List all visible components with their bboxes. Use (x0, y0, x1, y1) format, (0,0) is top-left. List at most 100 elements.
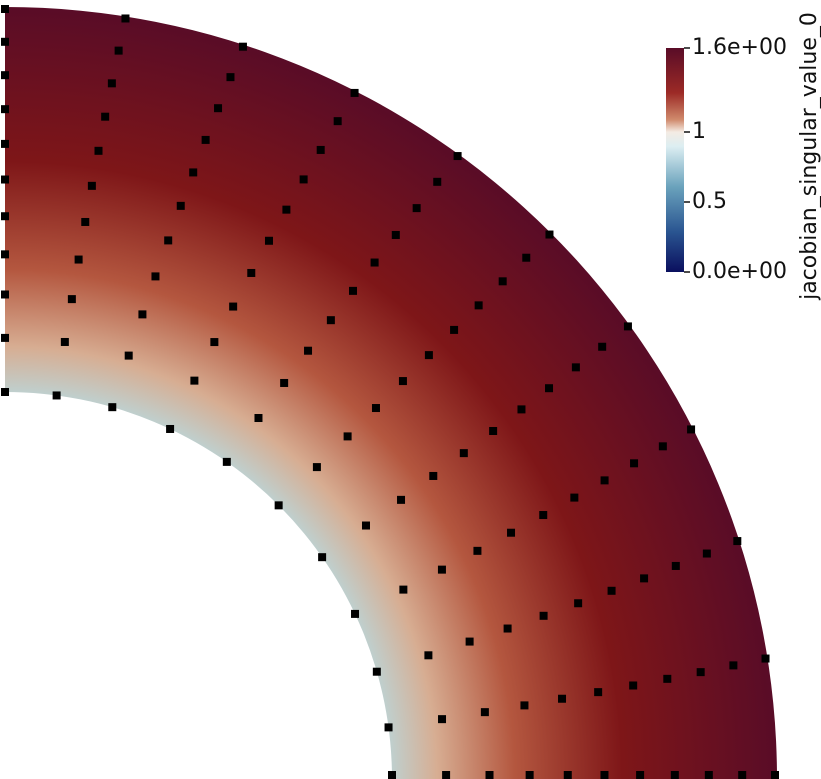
mesh-node (67, 295, 76, 304)
mesh-node (349, 286, 358, 295)
colorbar-title: jacobian_singular_value_0 (797, 12, 821, 301)
mesh-node (391, 230, 400, 239)
mesh-node (282, 205, 291, 214)
mesh-node (1, 250, 9, 259)
mesh-node (761, 654, 770, 663)
mesh-node (473, 546, 482, 555)
mesh-node (433, 177, 442, 186)
mesh-node (563, 771, 572, 779)
mesh-node (424, 651, 433, 660)
mesh-node (489, 426, 498, 435)
mesh-node (333, 117, 342, 126)
colorbar-tick-label: 1 (692, 119, 706, 144)
mesh-node (636, 771, 645, 779)
mesh-node (74, 255, 83, 264)
mesh-node (503, 624, 512, 633)
mesh-node (671, 561, 680, 570)
mesh-node (121, 14, 130, 23)
mesh-node (738, 771, 747, 779)
mesh-node (517, 405, 526, 414)
mesh-node (1, 388, 9, 396)
mesh-node (545, 230, 554, 239)
mesh-node (351, 609, 360, 618)
colorbar-tick-label: 1.6e+00 (692, 35, 787, 60)
mesh-node (570, 493, 579, 502)
mesh-node (450, 325, 459, 334)
mesh-node (442, 771, 451, 779)
mesh-node (437, 565, 446, 574)
mesh-node (1, 333, 9, 342)
mesh-node (108, 403, 117, 412)
mesh-node (545, 384, 554, 393)
mesh-node (81, 217, 90, 226)
mesh-node (429, 471, 438, 480)
mesh-node (658, 442, 667, 451)
mesh-node (274, 501, 283, 510)
mesh-node (229, 302, 238, 311)
mesh-node (94, 146, 103, 155)
mesh-node (151, 272, 160, 281)
mesh-node (222, 457, 231, 466)
mesh-node (704, 771, 713, 779)
mesh-node (465, 637, 474, 646)
mesh-node (623, 322, 632, 331)
mesh-node (598, 342, 607, 351)
mesh-node (571, 363, 580, 372)
mesh-node (398, 377, 407, 386)
mesh-node (733, 537, 742, 546)
mesh-node (522, 253, 531, 262)
mesh-node (254, 414, 263, 423)
colorbar (666, 48, 684, 272)
mesh-node (1, 139, 9, 148)
mesh-node (438, 715, 447, 724)
colorbar-axis: 1.6e+00 1 0.5 0.0e+00 (684, 35, 787, 284)
mesh-node (771, 771, 779, 779)
mesh-node (280, 378, 289, 387)
mesh-node (304, 346, 313, 355)
mesh-node (164, 236, 173, 245)
mesh-node (343, 432, 352, 441)
colorbar-tick-label: 0.5 (692, 189, 727, 214)
mesh-node (316, 145, 325, 154)
mesh-node (101, 112, 110, 121)
mesh-node (1, 5, 9, 13)
mesh-node (264, 236, 273, 245)
mesh-node (687, 425, 696, 434)
mesh-node (176, 201, 185, 210)
mesh-node (558, 694, 567, 703)
mesh-surface (5, 7, 777, 779)
mesh-node (600, 476, 609, 485)
mesh-node (1, 105, 9, 114)
mesh-node (189, 168, 198, 177)
mesh-node (702, 549, 711, 558)
mesh-node (594, 688, 603, 697)
mesh-node (1, 71, 9, 80)
mesh-node (1, 175, 9, 184)
mesh-node (670, 771, 679, 779)
mesh-node (226, 73, 235, 82)
mesh-node (640, 574, 649, 583)
mesh-node (525, 771, 534, 779)
mesh-node (1, 290, 9, 299)
mesh-node (412, 204, 421, 213)
mesh-node (388, 771, 396, 779)
mesh-node (384, 723, 393, 732)
mesh-node (299, 175, 308, 184)
mesh-node (574, 599, 583, 608)
mesh-node (459, 449, 468, 458)
mesh-node (607, 586, 616, 595)
mesh-node (238, 42, 247, 51)
mesh-node (372, 667, 381, 676)
mesh-node (210, 338, 219, 347)
mesh-node (326, 316, 335, 325)
mesh-node (539, 611, 548, 620)
mesh-node (371, 404, 380, 413)
mesh-node (318, 553, 327, 562)
mesh-node (166, 424, 175, 433)
mesh-node (124, 351, 133, 360)
mesh-node (370, 258, 379, 267)
mesh-node (247, 268, 256, 277)
mesh-node (539, 511, 548, 520)
